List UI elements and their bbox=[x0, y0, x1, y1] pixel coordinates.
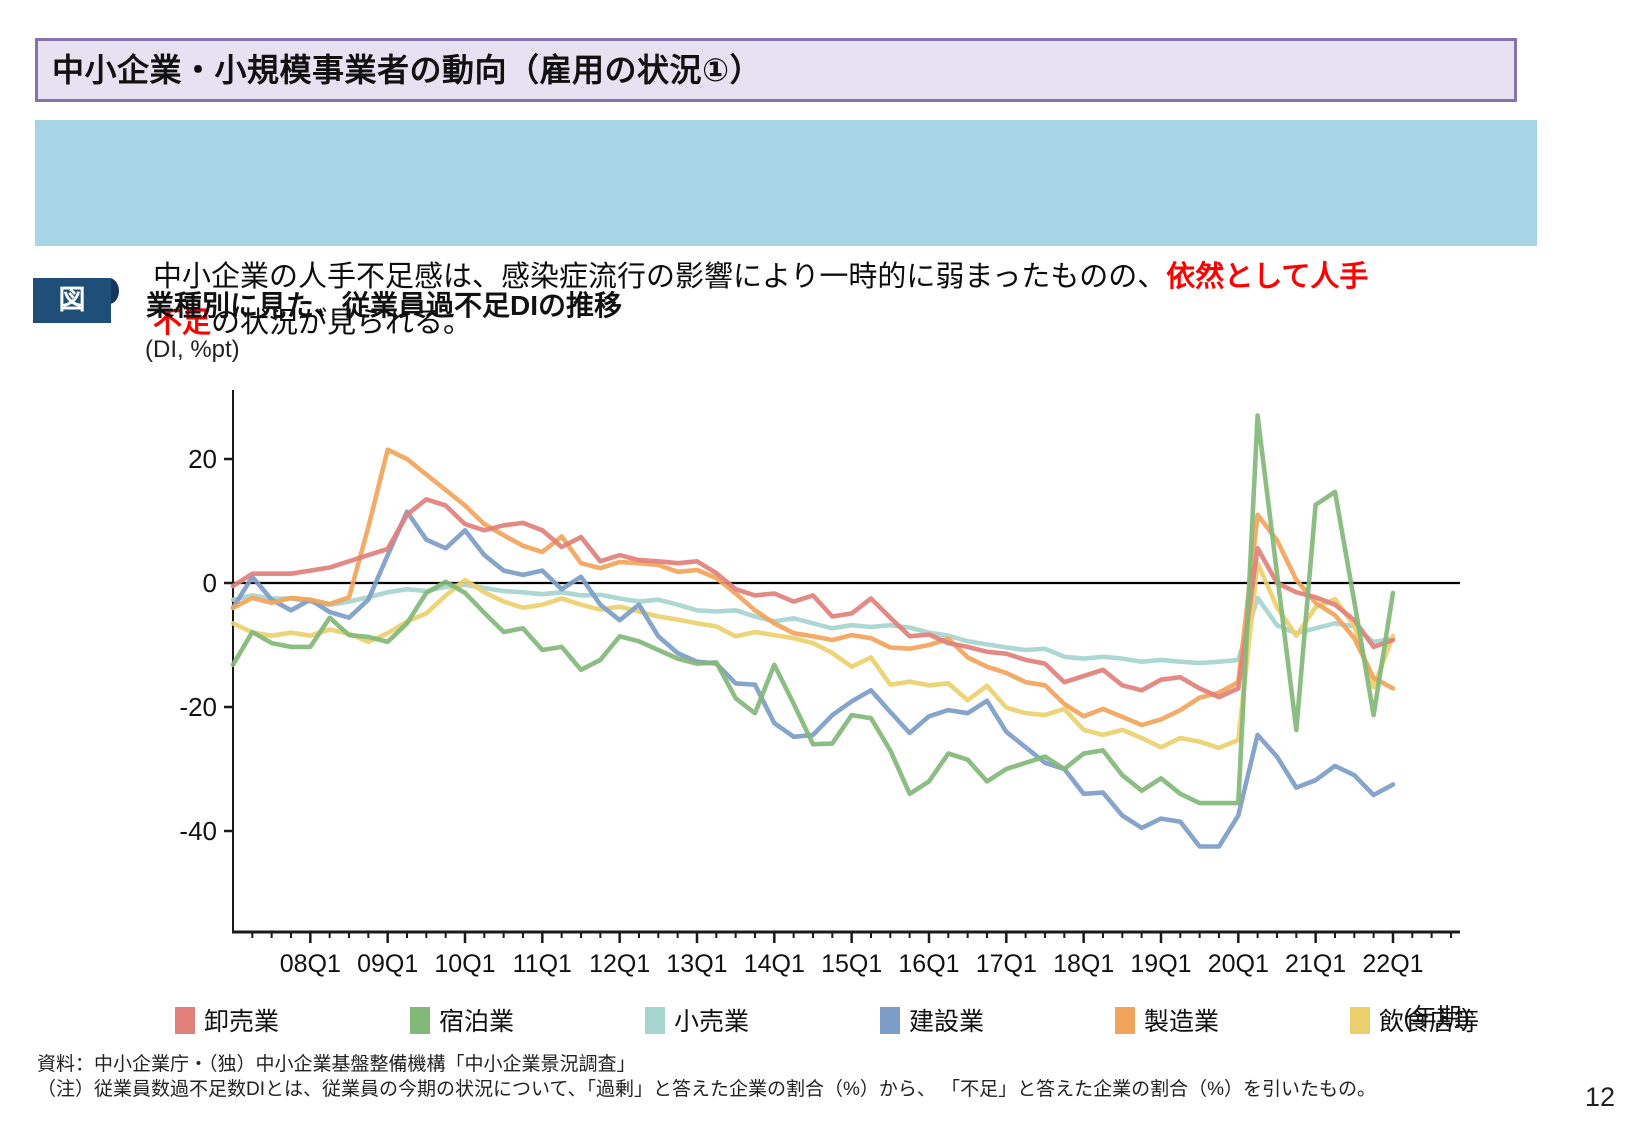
legend-swatch bbox=[880, 1006, 900, 1034]
page-title-bar: 中小企業・小規模事業者の動向（雇用の状況①） bbox=[35, 38, 1517, 102]
legend-item-construction: 建設業 bbox=[880, 1002, 984, 1038]
series-line-manufacturing bbox=[230, 447, 1396, 728]
legend-swatch bbox=[1115, 1006, 1135, 1034]
figure-tag-badge: 図 bbox=[33, 278, 111, 323]
x-axis-unit-label: (年期) bbox=[1403, 1004, 1470, 1032]
source-note: 資料：中小企業庁・（独）中小企業基盤整備機構「中小企業景況調査」 bbox=[37, 1054, 636, 1075]
page-title: 中小企業・小規模事業者の動向（雇用の状況①） bbox=[52, 52, 763, 88]
legend-swatch bbox=[645, 1006, 665, 1034]
summary-callout: 中小企業の人手不足感は、感染症流行の影響により一時的に弱まったものの、依然として… bbox=[35, 120, 1537, 339]
x-tick-label: 20Q1 bbox=[1208, 950, 1269, 978]
summary-emphasis-2: 不足 bbox=[153, 307, 212, 339]
x-tick-label: 12Q1 bbox=[589, 950, 650, 978]
legend-item-retail: 小売業 bbox=[645, 1002, 749, 1038]
legend-item-wholesale: 卸売業 bbox=[175, 1002, 279, 1038]
definition-note: （注）従業員数過不足数DIとは、従業員の今期の状況について、「過剰」と答えた企業… bbox=[37, 1079, 1377, 1100]
chart-canvas: 20 0 -20 -40 08Q1 09Q1 10Q1 11Q1 12Q1 13Q1 14Q1 15Q… bbox=[179, 390, 1460, 978]
summary-line-2: 不足の状況が見られる。 bbox=[153, 307, 473, 339]
y-axis-unit-label: (DI, %pt) bbox=[145, 336, 240, 363]
x-tick-label: 11Q1 bbox=[513, 950, 572, 978]
x-tick-label: 18Q1 bbox=[1053, 950, 1114, 978]
page-number: 12 bbox=[1584, 1082, 1615, 1112]
x-tick-label: 19Q1 bbox=[1130, 950, 1191, 978]
y-tick-label: -40 bbox=[179, 816, 217, 846]
x-tick-label: 14Q1 bbox=[744, 950, 805, 978]
legend-swatch bbox=[175, 1006, 195, 1034]
x-tick-label: 10Q1 bbox=[434, 950, 495, 978]
legend-swatch bbox=[410, 1006, 430, 1034]
chart-legend: 卸売業 宿泊業 小売業 建設業 製造業 飲食店等 bbox=[0, 1000, 1625, 1040]
legend-item-restaurants: 飲食店等 bbox=[1350, 1002, 1479, 1038]
figure-title: 業種別に見た、従業員過不足DIの推移 bbox=[146, 290, 623, 321]
x-tick-label: 09Q1 bbox=[357, 950, 418, 978]
series-line-wholesale bbox=[230, 497, 1396, 700]
y-tick-label: -20 bbox=[179, 692, 217, 722]
x-tick-label: 17Q1 bbox=[976, 950, 1037, 978]
series-line-accommodation bbox=[230, 413, 1396, 806]
di-line-chart: 20 0 -20 -40 08Q1 09Q1 10Q1 11Q1 12Q1 13Q1 14Q1 15Q… bbox=[140, 350, 1500, 1010]
x-tick-label: 21Q1 bbox=[1285, 950, 1346, 978]
y-tick-label: 20 bbox=[188, 444, 217, 474]
series-line-restaurants bbox=[230, 560, 1396, 751]
y-tick-label: 0 bbox=[203, 568, 217, 598]
footnotes: 資料：中小企業庁・（独）中小企業基盤整備機構「中小企業景況調査」 （注）従業員数… bbox=[37, 1052, 1376, 1102]
x-tick-label: 22Q1 bbox=[1362, 950, 1423, 978]
legend-swatch bbox=[1350, 1006, 1370, 1034]
x-tick-label: 08Q1 bbox=[280, 950, 341, 978]
series-line-construction bbox=[230, 509, 1396, 849]
x-tick-label: 13Q1 bbox=[666, 950, 727, 978]
x-tick-label: 16Q1 bbox=[898, 950, 959, 978]
legend-item-manufacturing: 製造業 bbox=[1115, 1002, 1219, 1038]
summary-line-1: 中小企業の人手不足感は、感染症流行の影響により一時的に弱まったものの、依然として… bbox=[153, 261, 1369, 293]
x-tick-label: 15Q1 bbox=[821, 950, 882, 978]
legend-item-accommodation: 宿泊業 bbox=[410, 1002, 514, 1038]
summary-emphasis: 依然として人手 bbox=[1166, 261, 1369, 293]
summary-text: 中小企業の人手不足感は、感染症流行の影響により一時的に弱まったものの、依然として… bbox=[153, 254, 1553, 346]
